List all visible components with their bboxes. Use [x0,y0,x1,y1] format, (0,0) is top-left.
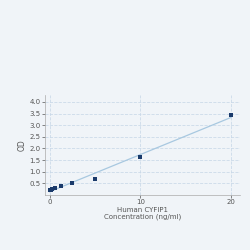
Point [53,186,57,190]
Y-axis label: OD: OD [18,139,27,151]
Point [138,155,142,159]
Point [93,177,97,181]
Point [48,188,52,192]
Point [50,187,54,191]
Point [59,184,63,188]
Point [229,113,233,117]
X-axis label: Human CYFIP1
Concentration (ng/ml): Human CYFIP1 Concentration (ng/ml) [104,206,181,220]
Point [70,181,74,185]
Point [49,188,53,192]
